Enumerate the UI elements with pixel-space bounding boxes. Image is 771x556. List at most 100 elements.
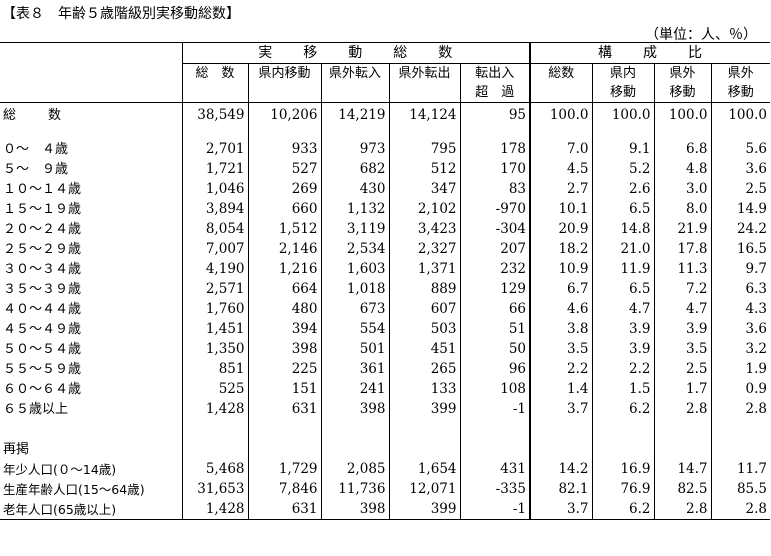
cell-ratio-intra: 5.2 xyxy=(591,159,654,179)
cell-in-from-other: 430 xyxy=(320,179,389,199)
header-blank xyxy=(0,43,182,64)
cell-ratio-out1: 3.5 xyxy=(653,339,711,359)
cell-ratio-intra: 6.2 xyxy=(591,499,654,520)
unit-note: （単位：人、％） xyxy=(645,27,757,43)
age-row: ５５～５９歳 851 225 361 265 96 2.2 2.2 2.5 1.9 xyxy=(0,359,770,379)
cell-net-excess: -1 xyxy=(459,499,530,520)
col-header-intra-pref: 県内移動 xyxy=(247,63,321,103)
cell-ratio-out2: 14.9 xyxy=(710,199,770,219)
cell-net-excess: 96 xyxy=(459,359,530,379)
col-header-net-excess: 転出入超 過 xyxy=(459,63,530,103)
cell-ratio-out2: 85.5 xyxy=(710,479,770,499)
cell-intra-pref: 151 xyxy=(247,379,321,399)
cell-total: 1,428 xyxy=(181,499,248,520)
cell-net-excess: 207 xyxy=(459,239,530,259)
row-label: 再掲 xyxy=(3,441,30,457)
cell-ratio-out2: 3.6 xyxy=(710,159,770,179)
col-header-ratio-out1: 県外 移動 xyxy=(653,63,711,103)
cell-out-to-other: 399 xyxy=(388,399,460,419)
cell-net-excess: 232 xyxy=(459,259,530,279)
cell-ratio-intra: 6.5 xyxy=(591,279,654,299)
cell-ratio-out2: 1.9 xyxy=(710,359,770,379)
cell-intra-pref xyxy=(247,419,321,439)
row-label: ６０～６４歳 xyxy=(3,381,82,397)
cell-intra-pref: 2,146 xyxy=(247,239,321,259)
row-label: ３５～３９歳 xyxy=(3,281,82,297)
cell-out-to-other: 2,102 xyxy=(388,199,460,219)
cell-in-from-other: 11,736 xyxy=(320,479,389,499)
cell-intra-pref: 269 xyxy=(247,179,321,199)
cell-net-excess: 95 xyxy=(459,102,530,125)
cell-intra-pref: 527 xyxy=(247,159,321,179)
cell-ratio-intra: 9.1 xyxy=(591,139,654,159)
row-label: １０～１４歳 xyxy=(3,181,82,197)
cell-out-to-other: 399 xyxy=(388,499,460,520)
age-row: ２０～２４歳 8,054 1,512 3,119 3,423 -304 20.9 14.8 21… xyxy=(0,219,770,239)
cell-ratio-total xyxy=(529,125,592,139)
cell-in-from-other: 973 xyxy=(320,139,389,159)
cell-in-from-other: 2,085 xyxy=(320,459,389,479)
cell-in-from-other: 682 xyxy=(320,159,389,179)
cell-ratio-intra: 6.5 xyxy=(591,199,654,219)
header-sub-row: 総 数 県内移動 県外転入 県外転出 転出入超 過 総数 県内 移動 県外 移動 県… xyxy=(0,63,770,103)
row-label: ４０～４４歳 xyxy=(3,301,82,317)
cell-ratio-out2 xyxy=(710,419,770,439)
col-header-out-to-other: 県外転出 xyxy=(388,63,460,103)
col-header-ratio-intra: 県内 移動 xyxy=(591,63,654,103)
cell-out-to-other: 451 xyxy=(388,339,460,359)
cell-intra-pref: 631 xyxy=(247,499,321,520)
cell-ratio-intra: 2.6 xyxy=(591,179,654,199)
cell-out-to-other: 1,371 xyxy=(388,259,460,279)
cell-ratio-total xyxy=(529,439,592,459)
row-label: 老年人口(65歳以上) xyxy=(3,501,117,517)
cell-net-excess: 178 xyxy=(459,139,530,159)
cell-ratio-intra: 3.9 xyxy=(591,319,654,339)
cell-total: 1,760 xyxy=(181,299,248,319)
cell-ratio-total: 10.1 xyxy=(529,199,592,219)
cell-ratio-total: 14.2 xyxy=(529,459,592,479)
cell-ratio-out1: 2.8 xyxy=(653,399,711,419)
cell-ratio-intra: 16.9 xyxy=(591,459,654,479)
cell-ratio-total: 1.4 xyxy=(529,379,592,399)
row-label: ５～ ９歳 xyxy=(3,161,69,177)
row-label: 総 数 xyxy=(3,107,64,123)
cell-ratio-intra xyxy=(591,419,654,439)
age-row: ３０～３４歳 4,190 1,216 1,603 1,371 232 10.9 11.9 11.… xyxy=(0,259,770,279)
cell-intra-pref xyxy=(247,125,321,139)
age-row: １０～１４歳 1,046 269 430 347 83 2.7 2.6 3.0 2.5 xyxy=(0,179,770,199)
cell-net-excess: 83 xyxy=(459,179,530,199)
cell-ratio-total: 6.7 xyxy=(529,279,592,299)
cell-ratio-out1: 82.5 xyxy=(653,479,711,499)
cell-ratio-out2: 3.6 xyxy=(710,319,770,339)
cell-net-excess xyxy=(459,125,530,139)
age-row: ６５歳以上 1,428 631 398 399 -1 3.7 6.2 2.8 2.8 xyxy=(0,399,770,419)
cell-ratio-intra: 21.0 xyxy=(591,239,654,259)
cell-ratio-intra xyxy=(591,125,654,139)
cell-total: 1,451 xyxy=(181,319,248,339)
cell-intra-pref: 660 xyxy=(247,199,321,219)
cell-intra-pref: 631 xyxy=(247,399,321,419)
summary-row: 老年人口(65歳以上) 1,428 631 398 399 -1 3.7 6.2 2.8 2.8 xyxy=(0,499,770,520)
cell-ratio-out1: 11.3 xyxy=(653,259,711,279)
cell-in-from-other: 241 xyxy=(320,379,389,399)
cell-out-to-other: 12,071 xyxy=(388,479,460,499)
cell-ratio-total: 3.8 xyxy=(529,319,592,339)
cell-ratio-out1 xyxy=(653,439,711,459)
cell-out-to-other: 607 xyxy=(388,299,460,319)
cell-ratio-total: 10.9 xyxy=(529,259,592,279)
row-label: ３０～３４歳 xyxy=(3,261,82,277)
cell-ratio-out2 xyxy=(710,439,770,459)
col-header-in-from-other: 県外転入 xyxy=(320,63,389,103)
cell-ratio-intra: 14.8 xyxy=(591,219,654,239)
cell-ratio-total xyxy=(529,419,592,439)
cell-ratio-out1: 14.7 xyxy=(653,459,711,479)
cell-ratio-out2: 2.8 xyxy=(710,399,770,419)
cell-total: 7,007 xyxy=(181,239,248,259)
cell-ratio-out1: 4.8 xyxy=(653,159,711,179)
header-composition: 構 成 比 xyxy=(529,42,770,64)
cell-out-to-other: 889 xyxy=(388,279,460,299)
cell-ratio-total: 20.9 xyxy=(529,219,592,239)
col-header-ratio-total: 総数 xyxy=(529,63,592,103)
cell-ratio-total: 4.6 xyxy=(529,299,592,319)
cell-out-to-other: 133 xyxy=(388,379,460,399)
